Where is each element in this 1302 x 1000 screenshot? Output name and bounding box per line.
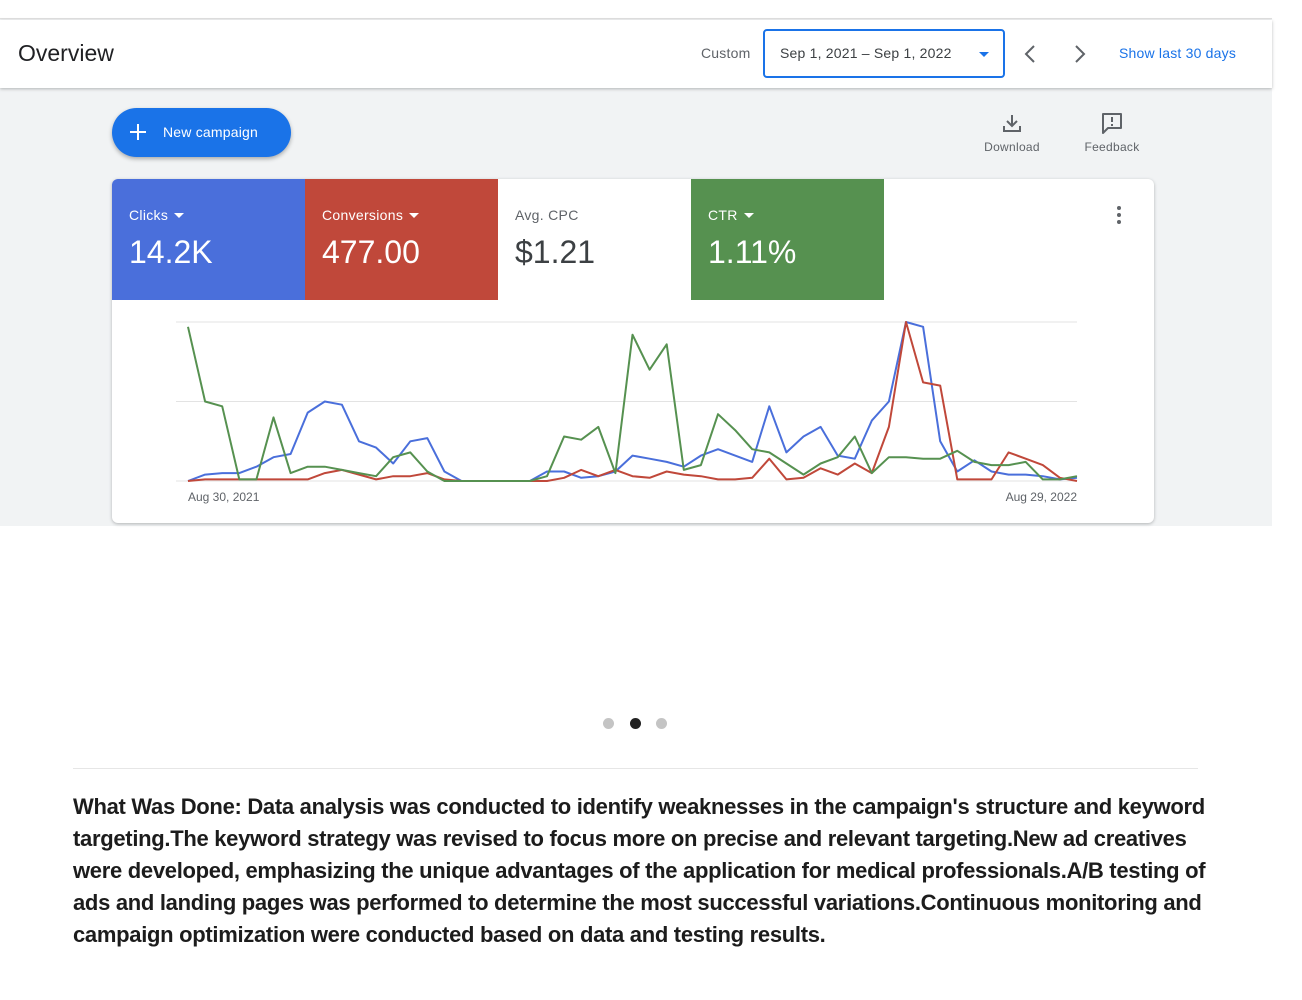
clicks-series-line	[187, 321, 1078, 482]
feedback-icon	[1102, 113, 1122, 134]
x-axis-end-label: Aug 29, 2022	[1006, 490, 1078, 504]
caret-down-icon	[979, 52, 989, 57]
x-axis-start-label: Aug 30, 2021	[188, 490, 260, 504]
caret-down-icon	[409, 213, 420, 218]
carousel-dot-active[interactable]	[630, 718, 641, 729]
metric-avg-cpc-name: Avg. CPC	[515, 207, 579, 223]
carousel-dot[interactable]	[656, 718, 667, 729]
conversions-series-line	[187, 321, 1078, 482]
metric-avg-cpc[interactable]: Avg. CPC $1.21	[498, 179, 691, 300]
date-range-picker[interactable]: Sep 1, 2021 – Sep 1, 2022	[763, 29, 1005, 78]
carousel-dot[interactable]	[603, 718, 614, 729]
section-divider	[73, 768, 1198, 769]
download-button[interactable]: Download	[972, 110, 1052, 160]
case-study-description: What Was Done: Data analysis was conduct…	[73, 794, 1206, 947]
carousel-pager	[603, 718, 673, 730]
top-bar	[0, 0, 1272, 19]
download-icon	[1003, 115, 1021, 132]
feedback-button[interactable]: Feedback	[1072, 110, 1152, 160]
metric-ctr-value: 1.11%	[708, 234, 797, 270]
ctr-series-line	[187, 326, 1078, 482]
new-campaign-label: New campaign	[163, 124, 258, 140]
caret-down-icon	[743, 213, 754, 218]
metric-conversions[interactable]: Conversions 477.00	[305, 179, 498, 300]
metric-clicks[interactable]: Clicks 14.2K	[112, 179, 305, 300]
chevron-right-icon[interactable]	[1070, 42, 1090, 66]
page-title: Overview	[18, 40, 114, 66]
plus-icon	[130, 124, 146, 140]
caret-down-icon	[174, 213, 185, 218]
overview-header: Overview Custom Sep 1, 2021 – Sep 1, 202…	[0, 20, 1272, 88]
performance-card: Clicks 14.2K Conversions 477.00 Avg. CPC…	[112, 179, 1154, 523]
download-label: Download	[984, 140, 1040, 154]
metric-conversions-value: 477.00	[322, 234, 420, 270]
metric-conversions-name: Conversions	[322, 207, 404, 223]
metric-ctr-name: CTR	[708, 207, 738, 223]
metric-clicks-name: Clicks	[129, 207, 169, 223]
show-last-30-days-link[interactable]: Show last 30 days	[1119, 45, 1237, 61]
metric-avg-cpc-value: $1.21	[515, 234, 596, 270]
more-options-icon[interactable]	[1113, 206, 1125, 228]
date-range-value: Sep 1, 2021 – Sep 1, 2022	[780, 45, 952, 61]
metric-ctr[interactable]: CTR 1.11%	[691, 179, 884, 300]
performance-line-chart: Aug 30, 2021 Aug 29, 2022	[176, 321, 1078, 504]
metric-clicks-value: 14.2K	[129, 234, 213, 270]
range-label: Custom	[701, 45, 751, 61]
feedback-label: Feedback	[1084, 140, 1140, 154]
dashboard-screenshot: Overview Custom Sep 1, 2021 – Sep 1, 202…	[0, 0, 1272, 526]
new-campaign-button[interactable]: New campaign	[112, 108, 291, 157]
chevron-left-icon[interactable]	[1020, 42, 1040, 66]
